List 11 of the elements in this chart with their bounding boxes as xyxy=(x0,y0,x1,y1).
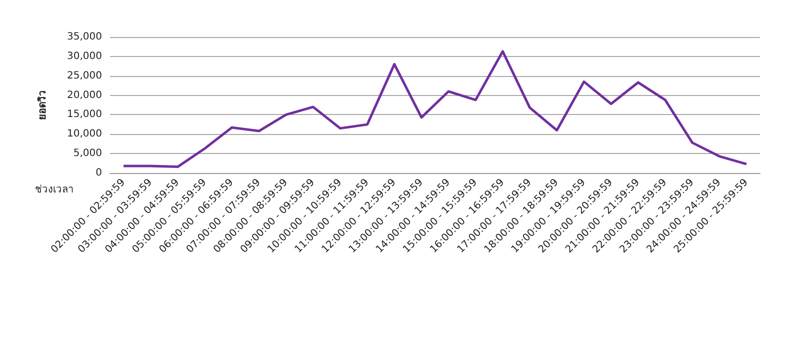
y-tick-label: 0 xyxy=(96,168,102,178)
x-axis-title: ช่วงเวลา xyxy=(35,184,74,196)
y-tick-label: 35,000 xyxy=(67,32,102,42)
y-tick-label: 25,000 xyxy=(67,70,102,82)
y-axis-title: ยอดวิว xyxy=(36,90,48,120)
y-tick-label: 10,000 xyxy=(67,128,102,140)
y-tick-label: 5,000 xyxy=(73,148,102,160)
y-tick-label: 15,000 xyxy=(67,109,102,120)
line-series xyxy=(122,50,748,168)
y-tick-label: 30,000 xyxy=(67,50,102,62)
y-tick-label: 20,000 xyxy=(67,90,102,101)
